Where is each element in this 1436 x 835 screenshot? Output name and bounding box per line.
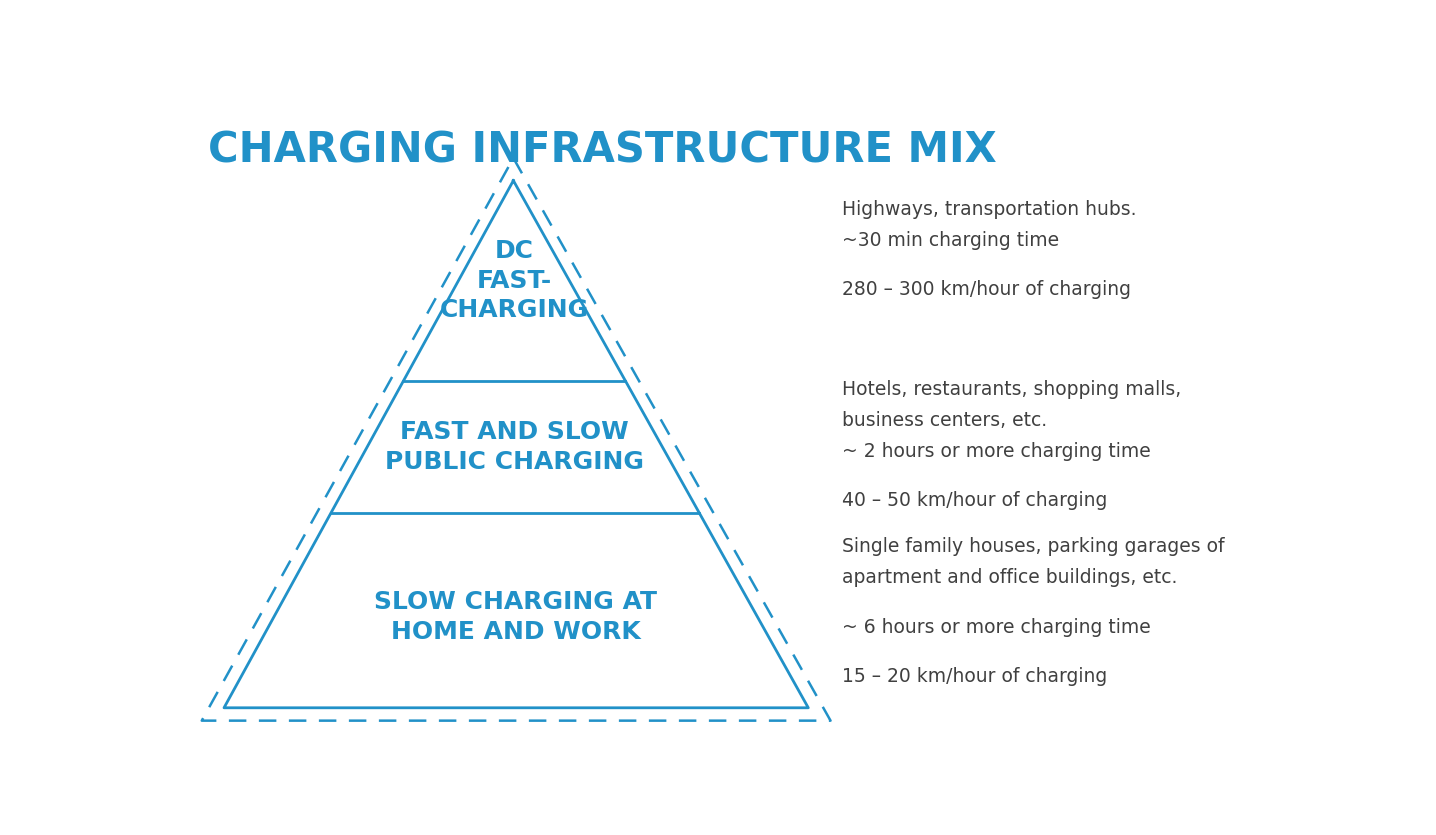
Text: ~ 2 hours or more charging time: ~ 2 hours or more charging time	[841, 442, 1150, 461]
Text: Single family houses, parking garages of: Single family houses, parking garages of	[841, 538, 1223, 556]
Text: Highways, transportation hubs.: Highways, transportation hubs.	[841, 200, 1136, 219]
Text: apartment and office buildings, etc.: apartment and office buildings, etc.	[841, 569, 1178, 587]
Text: 280 – 300 km/hour of charging: 280 – 300 km/hour of charging	[841, 280, 1130, 299]
Text: CHARGING INFRASTRUCTURE MIX: CHARGING INFRASTRUCTURE MIX	[208, 129, 997, 171]
Text: DC
FAST-
CHARGING: DC FAST- CHARGING	[439, 239, 589, 322]
Text: ~ 6 hours or more charging time: ~ 6 hours or more charging time	[841, 618, 1150, 636]
Text: Hotels, restaurants, shopping malls,: Hotels, restaurants, shopping malls,	[841, 380, 1180, 399]
Text: business centers, etc.: business centers, etc.	[841, 411, 1047, 430]
Text: SLOW CHARGING AT
HOME AND WORK: SLOW CHARGING AT HOME AND WORK	[375, 590, 658, 644]
Text: 15 – 20 km/hour of charging: 15 – 20 km/hour of charging	[841, 667, 1107, 686]
Text: 40 – 50 km/hour of charging: 40 – 50 km/hour of charging	[841, 491, 1107, 510]
Text: FAST AND SLOW
PUBLIC CHARGING: FAST AND SLOW PUBLIC CHARGING	[385, 420, 645, 473]
Text: ~30 min charging time: ~30 min charging time	[841, 230, 1058, 250]
